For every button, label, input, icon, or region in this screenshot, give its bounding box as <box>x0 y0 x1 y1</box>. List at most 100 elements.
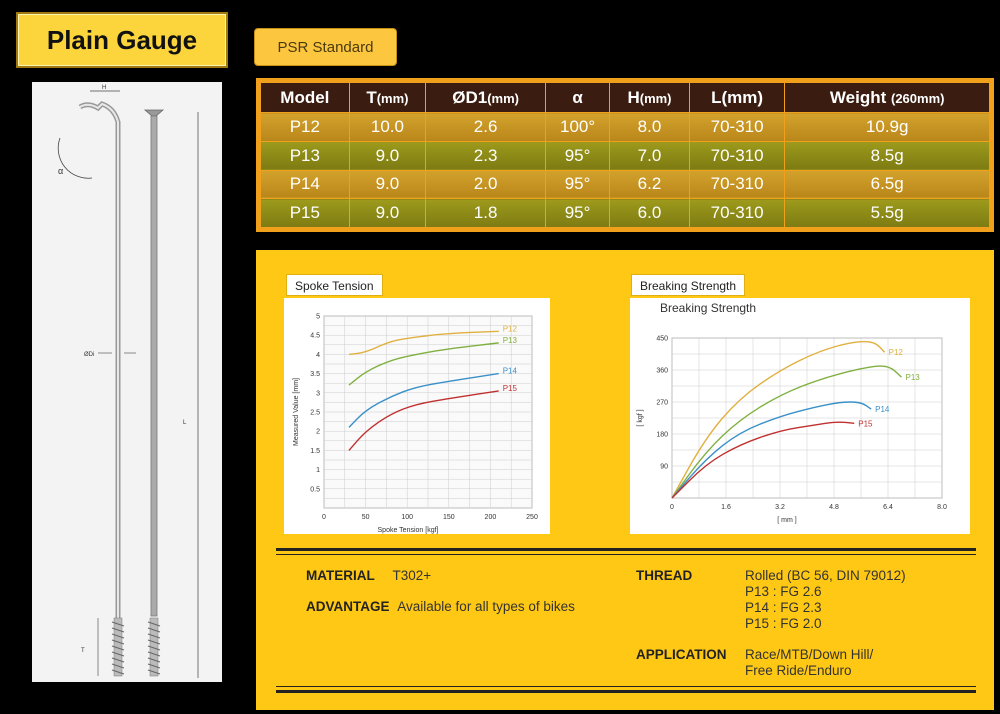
y-tick-label: 270 <box>656 400 668 407</box>
x-tick-label: 100 <box>401 514 413 521</box>
series-line-p15 <box>348 390 499 451</box>
threads-left <box>111 617 125 677</box>
od-label: ØDi <box>84 352 94 358</box>
table-cell: 9.0 <box>348 169 427 200</box>
alpha-arc <box>57 137 93 179</box>
psr-standard-button[interactable]: PSR Standard <box>254 28 397 66</box>
table-row: P12 10.0 2.6 100° 8.0 70-310 10.9g <box>260 112 990 142</box>
series-label-p14: P14 <box>503 367 518 376</box>
straight-spoke-body <box>150 115 158 617</box>
advantage-label: ADVANTAGE <box>306 599 390 614</box>
application-line: Race/MTB/Down Hill/ <box>745 647 874 662</box>
header-h: H(mm) <box>609 82 690 113</box>
alpha-label: α <box>58 166 63 176</box>
x-axis-label: [ mm ] <box>777 517 796 524</box>
x-tick-label: 8.0 <box>937 504 947 511</box>
h-label: H <box>102 85 106 91</box>
divider-top-thick <box>276 548 976 551</box>
table-cell: 1.8 <box>425 198 547 228</box>
table-cell: 9.0 <box>348 198 427 228</box>
table-cell: P12 <box>260 112 350 142</box>
series-line-p12 <box>671 340 886 499</box>
table-cell: 100° <box>545 112 611 142</box>
spec-header-row: Model T(mm) ØD1(mm) α H(mm) L(mm) Weight… <box>260 82 990 113</box>
table-cell: P15 <box>260 198 350 228</box>
series-label-p15: P15 <box>858 419 873 428</box>
header-model: Model <box>260 82 350 113</box>
table-cell: 10.0 <box>348 112 427 142</box>
application-label-row: APPLICATION <box>636 647 727 663</box>
x-tick-label: 200 <box>485 514 497 521</box>
table-cell: 8.0 <box>609 112 690 142</box>
table-cell: P14 <box>260 169 350 200</box>
application-values: Race/MTB/Down Hill/ Free Ride/Enduro <box>745 647 873 679</box>
x-tick-label: 0 <box>670 504 674 511</box>
thread-line: Rolled (BC 56, DIN 79012) <box>745 568 906 583</box>
y-tick-label: 5 <box>316 314 320 321</box>
spoke-drawing-svg: H α L ØDi T <box>57 85 199 678</box>
spoke-bent-highlight <box>79 102 119 622</box>
table-cell: 2.0 <box>425 169 547 200</box>
header-l: L(mm) <box>688 82 786 113</box>
breaking-strength-chart-svg: Breaking Strength 0 1.6 3.2 4.8 6.4 8.0 90 180 27… <box>637 301 947 524</box>
table-cell: 2.3 <box>425 140 547 171</box>
y-tick-label: 2 <box>316 429 320 436</box>
x-tick-label: 1.6 <box>721 504 731 511</box>
page-title-box: Plain Gauge <box>16 12 228 68</box>
t-label: T <box>81 648 85 654</box>
spoke-tension-chart-svg: 0 50 100 150 200 250 0.5 1 1.5 2 2.5 3 3.5 4 4.5 5 Spoke… <box>293 314 538 535</box>
series-line-p15 <box>671 421 855 499</box>
series-line-p14 <box>671 401 872 499</box>
y-tick-label: 3 <box>316 390 320 397</box>
x-tick-label: 6.4 <box>883 504 893 511</box>
x-tick-label: 3.2 <box>775 504 785 511</box>
thread-label: THREAD <box>636 568 693 583</box>
divider-bottom-thin <box>276 686 976 687</box>
material-row: MATERIAL T302+ <box>306 568 431 584</box>
x-tick-label: 50 <box>362 514 370 521</box>
x-tick-label: 0 <box>322 514 326 521</box>
y-tick-label: 180 <box>656 432 668 439</box>
thread-line: P15 : FG 2.0 <box>745 616 822 631</box>
y-axis-label: [ kgf ] <box>637 409 644 426</box>
thread-line: P13 : FG 2.6 <box>745 584 822 599</box>
series-label-p13: P13 <box>906 373 921 382</box>
material-value: T302+ <box>392 568 432 583</box>
x-tick-label: 4.8 <box>829 504 839 511</box>
header-alpha: α <box>545 82 611 113</box>
y-tick-label: 4 <box>316 352 320 359</box>
header-od1: ØD1(mm) <box>425 82 547 113</box>
x-tick-label: 250 <box>526 514 538 521</box>
straight-spoke-head <box>143 109 165 117</box>
spoke-bent-body <box>78 101 121 622</box>
table-cell: 95° <box>545 140 611 171</box>
application-line: Free Ride/Enduro <box>745 663 852 678</box>
l-label: L <box>183 420 187 426</box>
table-cell: 95° <box>545 198 611 228</box>
breaking-strength-label: Breaking Strength <box>631 274 746 296</box>
thread-values: Rolled (BC 56, DIN 79012) P13 : FG 2.6 P… <box>745 568 906 632</box>
page-title: Plain Gauge <box>46 24 198 55</box>
spoke-tension-label: Spoke Tension <box>286 274 383 296</box>
table-cell: 2.6 <box>425 112 547 142</box>
y-tick-label: 1 <box>316 467 320 474</box>
table-cell: 70-310 <box>688 169 786 200</box>
table-cell: 70-310 <box>688 112 786 142</box>
y-axis-label: Measured Value [mm] <box>293 378 300 446</box>
table-row: P15 9.0 1.8 95° 6.0 70-310 5.5g <box>260 198 990 228</box>
series-line-p13 <box>348 342 499 386</box>
y-tick-label: 4.5 <box>310 333 320 340</box>
table-cell: 8.5g <box>784 140 990 171</box>
divider-bottom-thick <box>276 690 976 693</box>
table-cell: 7.0 <box>609 140 690 171</box>
divider-top-thin <box>276 554 976 555</box>
table-cell: 5.5g <box>784 198 990 228</box>
x-tick-label: 150 <box>443 514 455 521</box>
y-tick-label: 0.5 <box>310 486 320 493</box>
table-cell: 70-310 <box>688 140 786 171</box>
material-label: MATERIAL <box>306 568 375 583</box>
series-label-p15: P15 <box>503 384 518 393</box>
table-cell: 9.0 <box>348 140 427 171</box>
series-label-p12: P12 <box>503 324 518 333</box>
y-tick-label: 3.5 <box>310 371 320 378</box>
